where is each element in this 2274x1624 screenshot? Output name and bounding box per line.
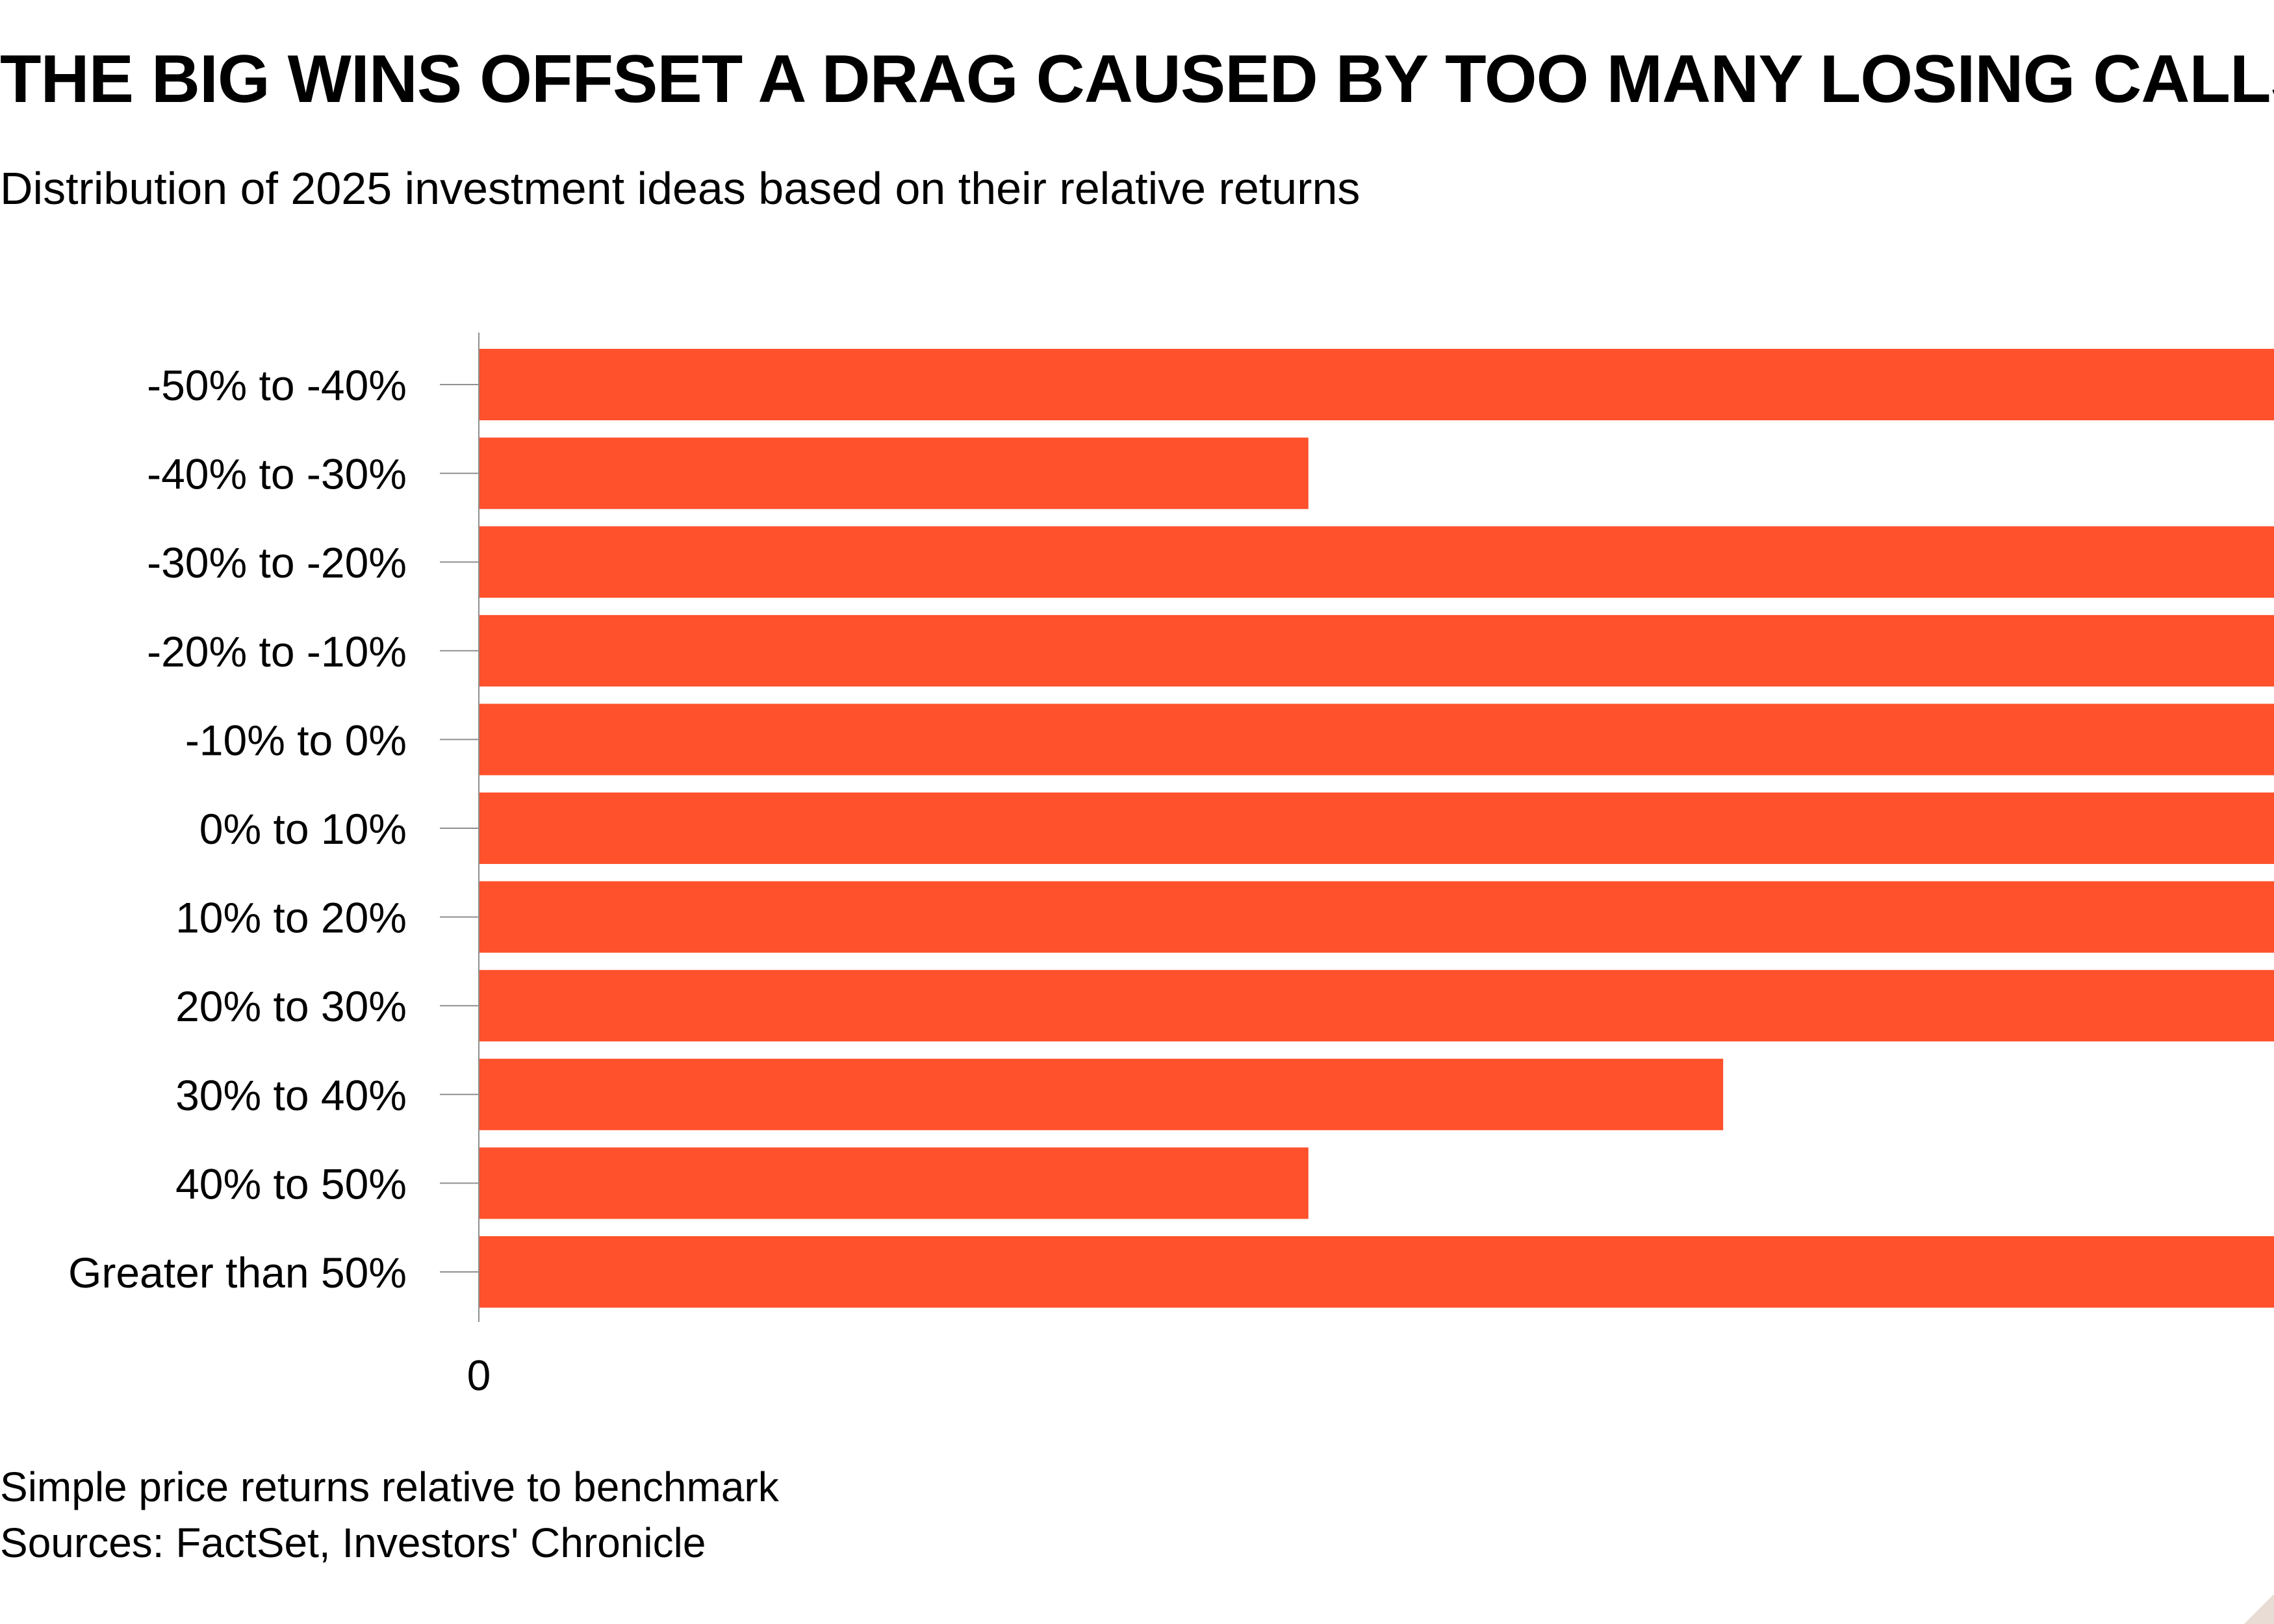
category-label: Greater than 50% (68, 1249, 407, 1297)
footnote: Simple price returns relative to benchma… (0, 1464, 779, 1510)
bar (479, 437, 1309, 509)
bar (479, 1058, 1724, 1130)
category-label: 40% to 50% (175, 1160, 407, 1208)
category-label: -10% to 0% (185, 716, 407, 764)
bar (479, 881, 2274, 953)
chart-footer: Simple price returns relative to benchma… (0, 1459, 779, 1571)
chart-title: THE BIG WINS OFFSET A DRAG CAUSED BY TOO… (0, 42, 2274, 117)
category-label: -20% to -10% (147, 628, 407, 676)
corner-mark (2244, 1594, 2274, 1624)
category-label: 10% to 20% (175, 894, 407, 942)
bar (479, 1147, 1309, 1219)
category-label: 20% to 30% (175, 982, 407, 1030)
category-label: 30% to 40% (175, 1071, 407, 1119)
category-label: -40% to -30% (147, 450, 407, 498)
bars (479, 349, 2274, 1308)
bar (479, 1236, 2274, 1308)
chart-subtitle: Distribution of 2025 investment ideas ba… (0, 163, 1361, 214)
bar (479, 793, 2274, 864)
category-labels: -50% to -40% -40% to -30% -30% to -20% -20%… (68, 361, 407, 1297)
bar (479, 970, 2274, 1042)
bar (479, 704, 2274, 776)
category-label: -50% to -40% (147, 361, 407, 409)
bar (479, 615, 2274, 687)
source-note: Sources: FactSet, Investors' Chronicle (0, 1519, 706, 1566)
bar (479, 349, 2274, 420)
bar (479, 526, 2274, 598)
x-tick-label: 0 (467, 1351, 491, 1399)
x-axis-tick-labels: 05101520 (467, 1351, 491, 1399)
y-axis (440, 333, 479, 1322)
category-label: 0% to 10% (199, 805, 407, 853)
category-label: -30% to -20% (147, 539, 407, 587)
